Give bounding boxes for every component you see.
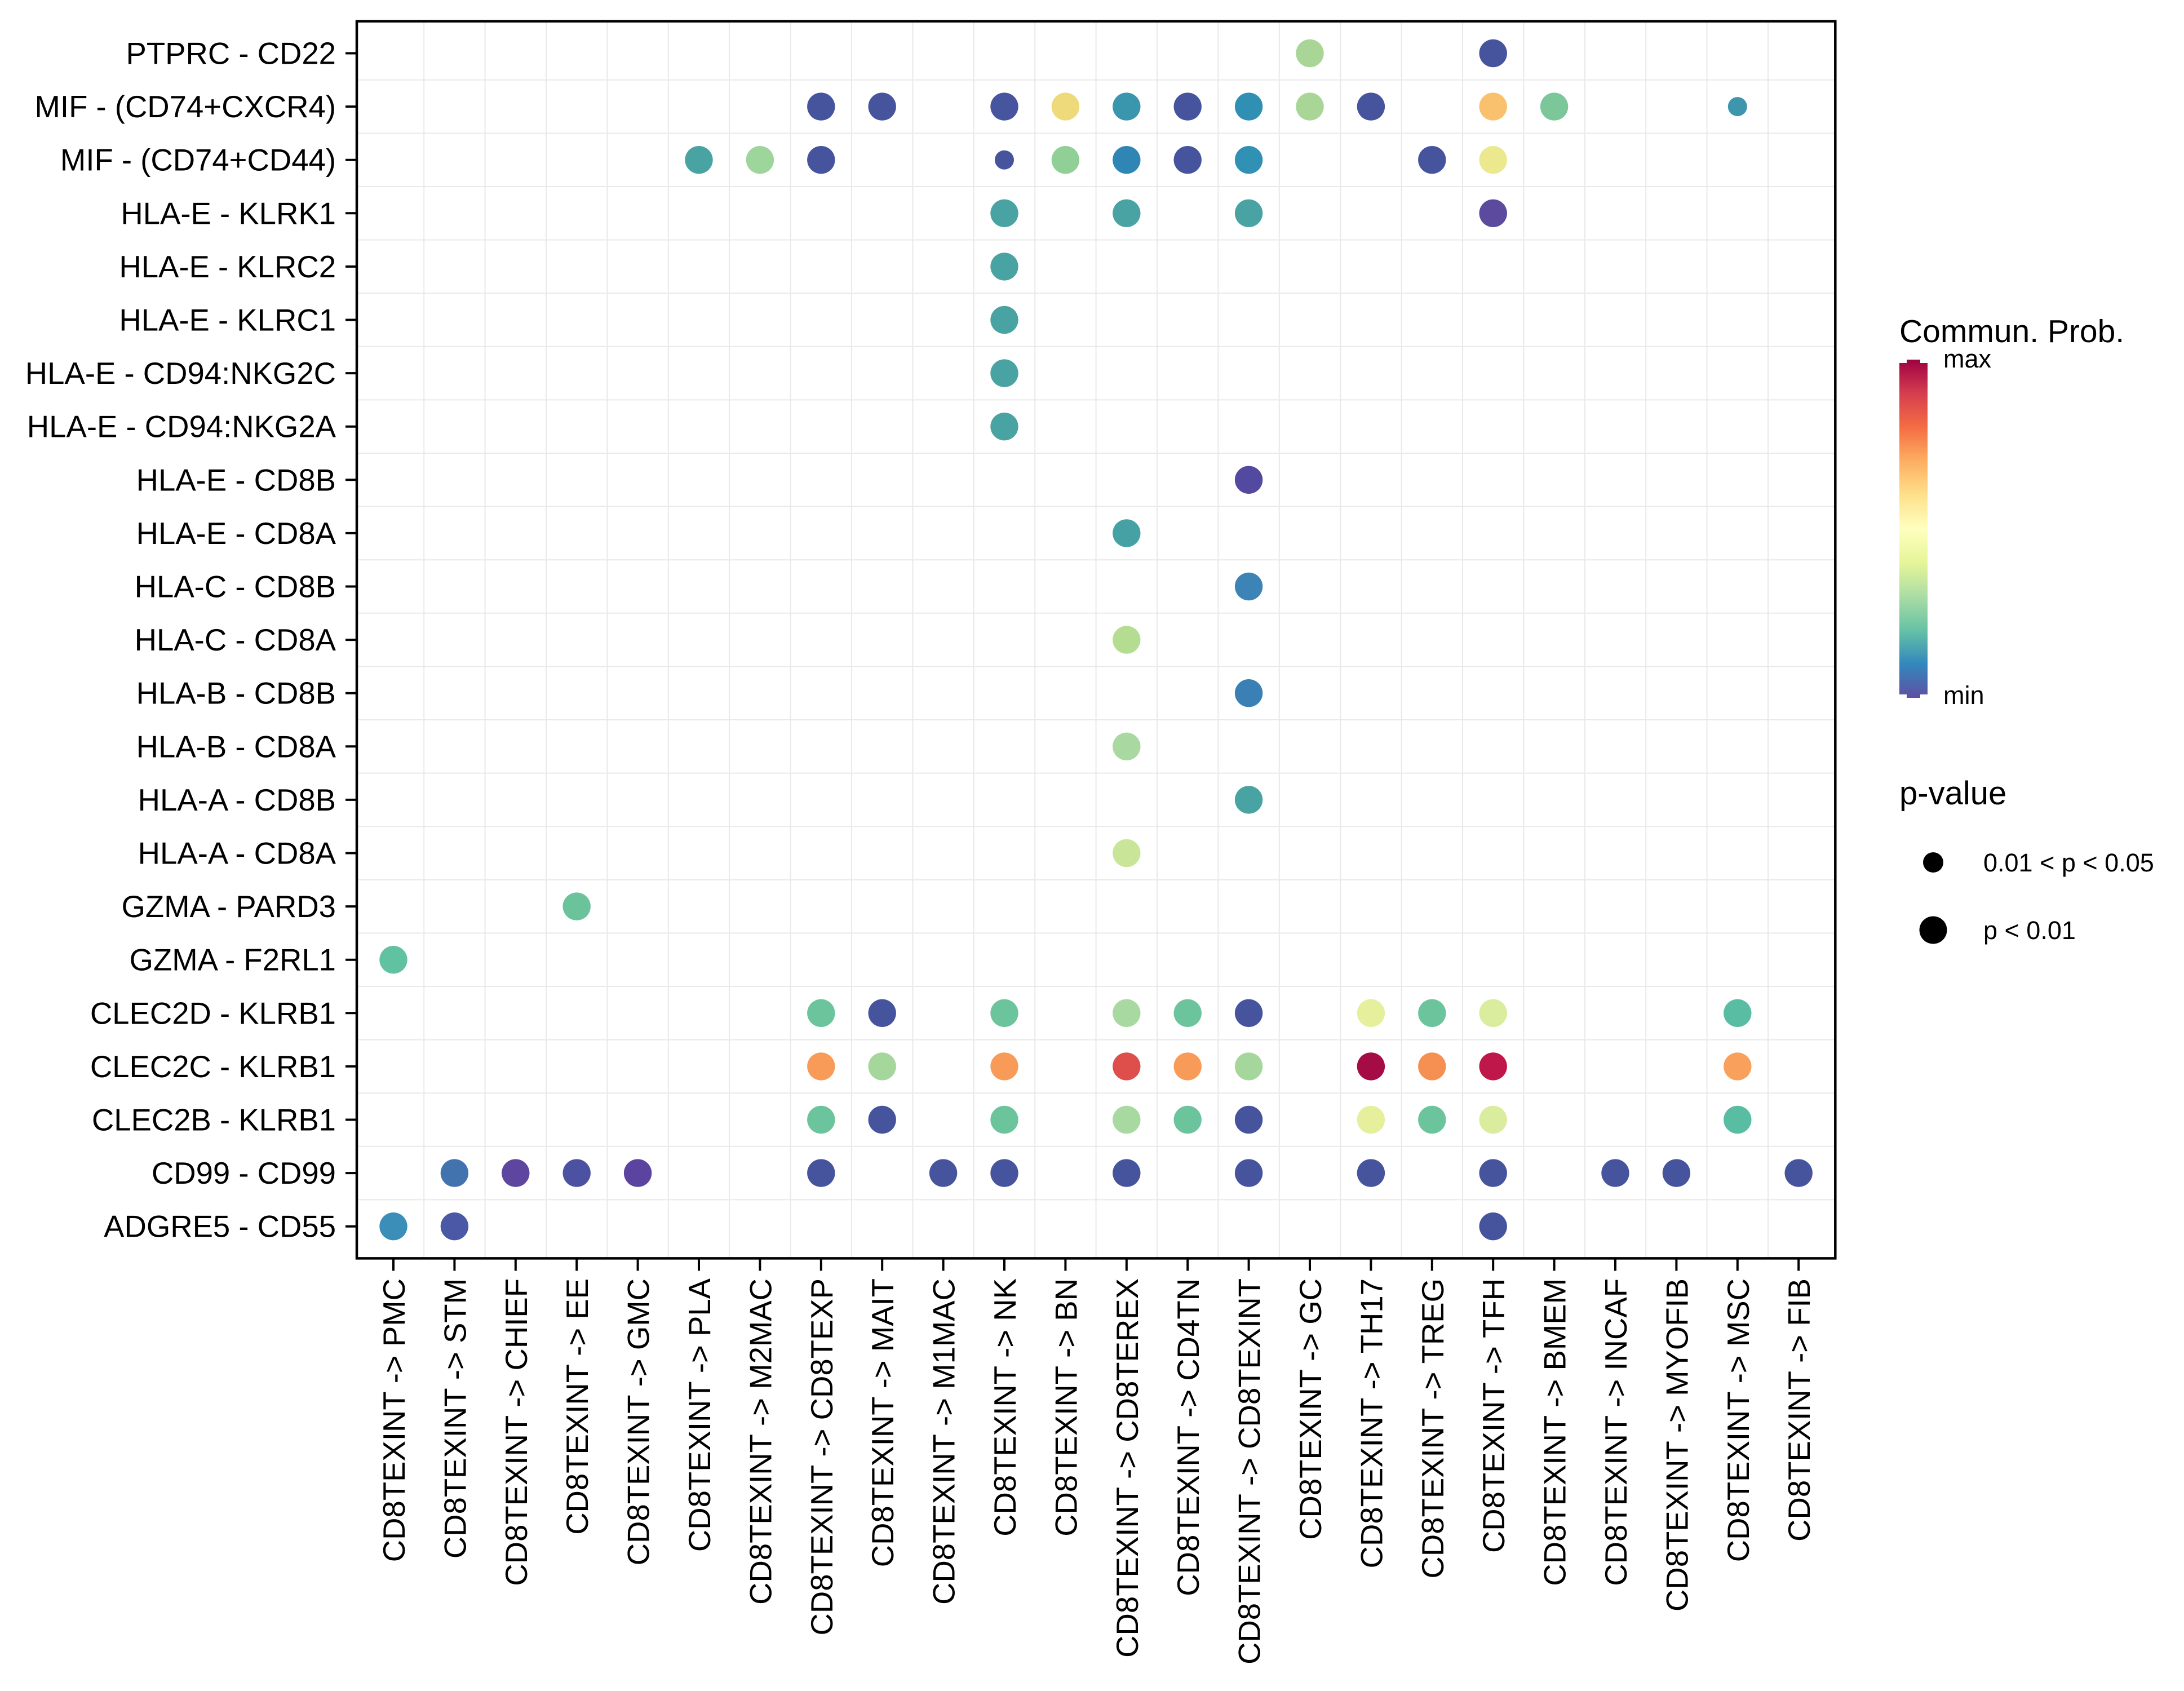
svg-text:HLA-E - CD8B: HLA-E - CD8B	[136, 463, 336, 497]
svg-text:CLEC2D - KLRB1: CLEC2D - KLRB1	[90, 996, 336, 1030]
svg-text:PTPRC - CD22: PTPRC - CD22	[126, 37, 336, 71]
svg-text:GZMA - PARD3: GZMA - PARD3	[121, 889, 336, 924]
svg-text:CD8TEXINT -> PMC: CD8TEXINT -> PMC	[377, 1278, 411, 1562]
svg-text:MIF - (CD74+CXCR4): MIF - (CD74+CXCR4)	[35, 90, 336, 124]
svg-text:CD8TEXINT -> EE: CD8TEXINT -> EE	[560, 1278, 595, 1535]
svg-text:CD8TEXINT -> GC: CD8TEXINT -> GC	[1293, 1278, 1328, 1540]
svg-text:0.01 < p < 0.05: 0.01 < p < 0.05	[1983, 848, 2154, 877]
svg-text:MIF - (CD74+CD44): MIF - (CD74+CD44)	[60, 143, 336, 178]
svg-text:CD8TEXINT -> CD8TEXP: CD8TEXINT -> CD8TEXP	[805, 1278, 839, 1635]
svg-text:HLA-E - CD94:NKG2C: HLA-E - CD94:NKG2C	[25, 356, 336, 391]
svg-text:CLEC2C - KLRB1: CLEC2C - KLRB1	[90, 1050, 336, 1084]
svg-text:CD8TEXINT -> CD8TEREX: CD8TEXINT -> CD8TEREX	[1110, 1278, 1145, 1658]
svg-text:HLA-E - KLRC1: HLA-E - KLRC1	[119, 303, 336, 338]
svg-text:CD8TEXINT -> CD8TEXINT: CD8TEXINT -> CD8TEXINT	[1233, 1278, 1267, 1665]
svg-text:min: min	[1943, 681, 1984, 710]
svg-text:Commun. Prob.: Commun. Prob.	[1899, 313, 2124, 349]
svg-text:HLA-E - KLRK1: HLA-E - KLRK1	[121, 196, 336, 231]
svg-text:HLA-C - CD8A: HLA-C - CD8A	[135, 623, 336, 657]
svg-text:CD8TEXINT -> CD4TN: CD8TEXINT -> CD4TN	[1171, 1278, 1206, 1596]
svg-text:HLA-E - KLRC2: HLA-E - KLRC2	[119, 250, 336, 284]
svg-text:HLA-E - CD94:NKG2A: HLA-E - CD94:NKG2A	[27, 410, 336, 444]
svg-text:HLA-B - CD8A: HLA-B - CD8A	[136, 729, 336, 764]
svg-text:HLA-E - CD8A: HLA-E - CD8A	[136, 516, 336, 551]
svg-text:HLA-C - CD8B: HLA-C - CD8B	[135, 570, 336, 604]
svg-text:CD8TEXINT -> BMEM: CD8TEXINT -> BMEM	[1538, 1278, 1572, 1586]
svg-text:HLA-A - CD8A: HLA-A - CD8A	[138, 836, 336, 871]
svg-text:CD8TEXINT -> M1MAC: CD8TEXINT -> M1MAC	[927, 1278, 962, 1605]
svg-text:CD8TEXINT -> MSC: CD8TEXINT -> MSC	[1721, 1278, 1756, 1562]
svg-text:CD8TEXINT -> MYOFIB: CD8TEXINT -> MYOFIB	[1660, 1278, 1694, 1612]
svg-text:max: max	[1943, 344, 1992, 373]
svg-text:CD8TEXINT -> GMC: CD8TEXINT -> GMC	[622, 1278, 656, 1565]
svg-text:p < 0.01: p < 0.01	[1983, 916, 2076, 945]
svg-text:CD8TEXINT -> NK: CD8TEXINT -> NK	[988, 1278, 1022, 1537]
svg-text:CD8TEXINT -> PLA: CD8TEXINT -> PLA	[683, 1278, 717, 1552]
svg-text:CD8TEXINT -> TREG: CD8TEXINT -> TREG	[1416, 1278, 1450, 1579]
svg-text:CD8TEXINT -> BN: CD8TEXINT -> BN	[1049, 1278, 1083, 1537]
svg-text:CD8TEXINT -> MAIT: CD8TEXINT -> MAIT	[866, 1278, 900, 1567]
svg-text:p-value: p-value	[1899, 775, 2006, 812]
svg-text:CD8TEXINT -> FIB: CD8TEXINT -> FIB	[1782, 1278, 1817, 1542]
svg-text:CD8TEXINT -> TFH: CD8TEXINT -> TFH	[1477, 1278, 1511, 1553]
svg-text:CD8TEXINT -> CHIEF: CD8TEXINT -> CHIEF	[499, 1278, 534, 1586]
svg-text:CD99 - CD99: CD99 - CD99	[152, 1156, 336, 1190]
svg-text:CD8TEXINT -> TH17: CD8TEXINT -> TH17	[1354, 1278, 1389, 1568]
svg-text:ADGRE5 - CD55: ADGRE5 - CD55	[104, 1210, 336, 1244]
svg-text:CD8TEXINT -> STM: CD8TEXINT -> STM	[438, 1278, 472, 1559]
svg-text:CD8TEXINT -> M2MAC: CD8TEXINT -> M2MAC	[743, 1278, 778, 1605]
svg-text:GZMA - F2RL1: GZMA - F2RL1	[130, 943, 336, 977]
svg-text:CD8TEXINT -> INCAF: CD8TEXINT -> INCAF	[1599, 1278, 1633, 1586]
svg-text:HLA-A - CD8B: HLA-A - CD8B	[138, 783, 336, 817]
svg-text:HLA-B - CD8B: HLA-B - CD8B	[136, 676, 336, 711]
svg-text:CLEC2B - KLRB1: CLEC2B - KLRB1	[92, 1103, 336, 1137]
